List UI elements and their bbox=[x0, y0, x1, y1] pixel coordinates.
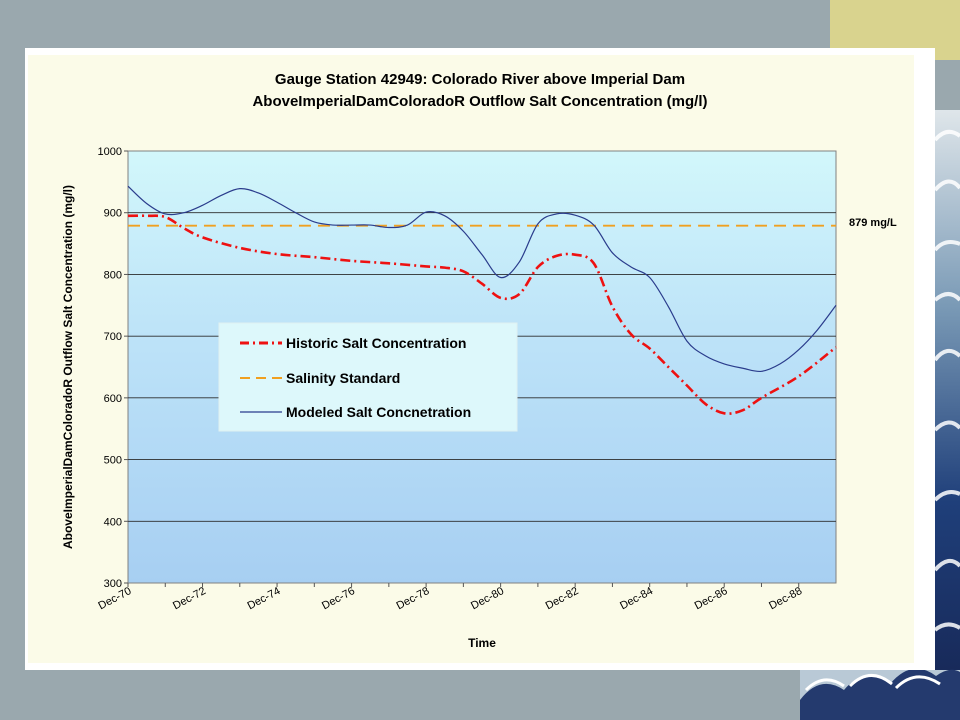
y-tick-label: 600 bbox=[104, 393, 122, 405]
chart-subtitle: AboveImperialDamColoradoR Outflow Salt C… bbox=[252, 93, 707, 110]
x-tick-label: Dec-86 bbox=[693, 585, 730, 612]
y-tick-label: 700 bbox=[104, 331, 122, 343]
series-modeled-line bbox=[127, 185, 837, 373]
y-tick-label: 400 bbox=[104, 516, 122, 528]
x-tick-label: Dec-80 bbox=[469, 585, 506, 612]
x-axis-title: Time bbox=[468, 636, 496, 650]
y-tick-label: 900 bbox=[104, 208, 122, 220]
x-tick-label: Dec-78 bbox=[395, 585, 432, 612]
legend-label-modeled: Modeled Salt Concnetration bbox=[286, 404, 471, 420]
y-tick-label: 1000 bbox=[98, 146, 122, 158]
x-tick-label: Dec-84 bbox=[618, 585, 655, 612]
y-axis-title: AboveImperialDamColoradoR Outflow Salt C… bbox=[61, 185, 75, 549]
standard-annotation: 879 mg/L bbox=[849, 217, 897, 229]
legend: Historic Salt Concentration Salinity Sta… bbox=[218, 322, 518, 432]
x-tick-label: Dec-88 bbox=[767, 585, 804, 612]
legend-box bbox=[218, 322, 518, 432]
x-tick-label: Dec-82 bbox=[544, 585, 581, 612]
legend-label-standard: Salinity Standard bbox=[286, 370, 400, 386]
chart-title: Gauge Station 42949: Colorado River abov… bbox=[275, 71, 685, 88]
y-tick-label: 300 bbox=[104, 578, 122, 590]
x-tick-label: Dec-76 bbox=[320, 585, 357, 612]
x-tick-label: Dec-72 bbox=[171, 585, 208, 612]
y-tick-label: 500 bbox=[104, 455, 122, 467]
series-historic-line bbox=[127, 214, 837, 415]
y-tick-label: 800 bbox=[104, 269, 122, 281]
x-tick-label: Dec-74 bbox=[246, 585, 283, 612]
legend-label-historic: Historic Salt Concentration bbox=[286, 335, 466, 351]
